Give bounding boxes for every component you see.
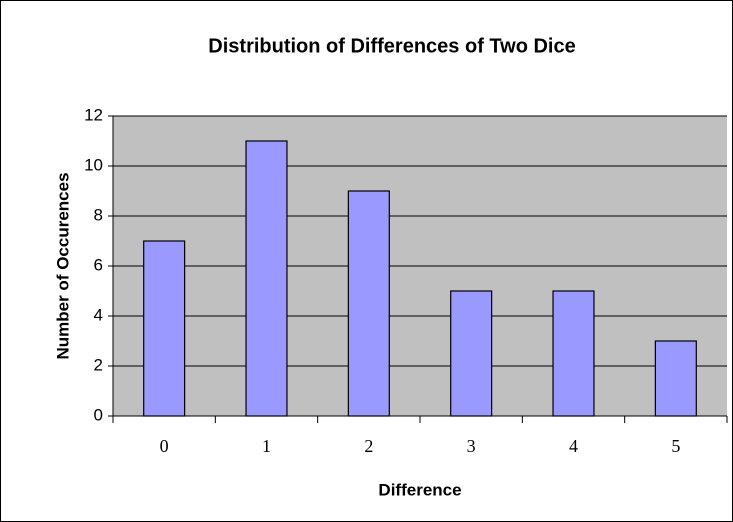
x-tick-label: 0 [160,436,169,456]
bar [450,290,493,417]
y-tick-label: 12 [84,105,103,124]
y-tick-label: 2 [94,355,103,374]
y-tick-label: 0 [94,405,103,424]
bar [552,290,595,417]
bar [347,190,390,417]
y-axis-label: Number of Occurences [53,172,72,359]
bar [654,340,697,417]
x-tick-label: 3 [467,436,476,456]
y-tick-label: 8 [94,205,103,224]
y-tick-label: 10 [84,155,103,174]
chart-title: Distribution of Differences of Two Dice [208,35,575,57]
x-axis-label: Difference [378,480,461,499]
x-tick-label: 2 [364,436,373,456]
x-tick-label: 1 [262,436,271,456]
y-tick-label: 6 [94,255,103,274]
y-tick-label: 4 [94,305,103,324]
bar [245,140,288,417]
x-tick-label: 4 [569,436,578,456]
x-tick-label: 5 [671,436,680,456]
bar [143,240,186,417]
